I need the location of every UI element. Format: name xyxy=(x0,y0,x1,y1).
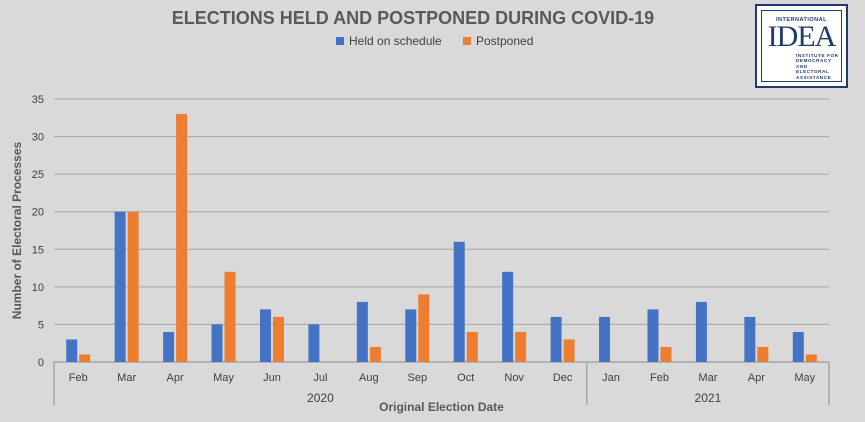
y-tick-label: 5 xyxy=(38,319,44,331)
y-tick-label: 10 xyxy=(32,282,44,294)
bar xyxy=(744,316,756,362)
legend-label: Held on schedule xyxy=(349,34,442,48)
logo-frame: INTERNATIONAL IDEA INSTITUTE FOR DEMOCRA… xyxy=(761,10,842,82)
logo-top-text: INTERNATIONAL xyxy=(775,17,827,23)
x-tick-label: May xyxy=(213,372,234,384)
y-tick-label: 30 xyxy=(32,132,44,144)
x-tick-label: Apr xyxy=(167,372,184,384)
x-tick-label: Jan xyxy=(602,372,620,384)
x-tick-label: Dec xyxy=(553,372,573,384)
y-tick-label: 15 xyxy=(32,244,44,256)
bar xyxy=(660,346,672,362)
bar xyxy=(466,331,478,362)
bar xyxy=(163,331,175,362)
bar xyxy=(259,309,271,362)
x-group-label: 2020 xyxy=(307,391,334,405)
chart-title: ELECTIONS HELD AND POSTPONED DURING COVI… xyxy=(172,8,654,28)
bar xyxy=(356,301,368,362)
bar xyxy=(647,309,659,362)
logo-sub-text: INSTITUTE FOR DEMOCRACY AND ELECTORAL AS… xyxy=(796,53,839,80)
bar xyxy=(405,309,417,362)
bar xyxy=(563,339,575,362)
x-tick-label: Sep xyxy=(407,372,427,384)
bar xyxy=(515,331,527,362)
x-tick-label: Mar xyxy=(117,372,136,384)
x-axis-label: Original Election Date xyxy=(379,400,504,414)
x-tick-label: Apr xyxy=(748,372,765,384)
x-tick-label: Jun xyxy=(263,372,281,384)
x-tick-label: Feb xyxy=(69,372,88,384)
idea-logo: INTERNATIONAL IDEA INSTITUTE FOR DEMOCRA… xyxy=(755,4,848,88)
bar xyxy=(805,354,817,362)
bar xyxy=(550,316,562,362)
bar xyxy=(211,324,223,362)
logo-wordmark: IDEA xyxy=(767,20,837,53)
bar xyxy=(308,324,320,362)
bar xyxy=(224,271,236,362)
x-tick-label: Mar xyxy=(698,372,717,384)
bar xyxy=(369,346,381,362)
bar xyxy=(176,114,188,363)
bar xyxy=(599,316,611,362)
x-tick-label: Oct xyxy=(457,372,474,384)
legend-swatch xyxy=(463,37,471,45)
bar xyxy=(79,354,91,362)
y-tick-label: 25 xyxy=(32,169,44,181)
y-tick-label: 20 xyxy=(32,207,44,219)
x-tick-label: Nov xyxy=(504,372,524,384)
x-group-label: 2021 xyxy=(695,391,722,405)
y-tick-label: 35 xyxy=(32,94,44,106)
bar xyxy=(757,346,769,362)
x-tick-label: Feb xyxy=(650,372,669,384)
bar xyxy=(66,339,78,362)
bar xyxy=(272,316,284,362)
x-tick-label: Aug xyxy=(359,372,379,384)
y-axis-label: Number of Electoral Processes xyxy=(10,141,24,319)
bar xyxy=(114,211,126,362)
y-tick-label: 0 xyxy=(38,357,44,369)
legend-swatch xyxy=(336,37,344,45)
bar xyxy=(418,294,430,362)
bar xyxy=(502,271,514,362)
bar xyxy=(695,301,707,362)
bar xyxy=(792,331,804,362)
x-tick-label: May xyxy=(794,372,815,384)
x-tick-label: Jul xyxy=(313,372,327,384)
bar xyxy=(127,211,139,362)
legend-label: Postponed xyxy=(476,34,533,48)
bar xyxy=(453,241,465,362)
